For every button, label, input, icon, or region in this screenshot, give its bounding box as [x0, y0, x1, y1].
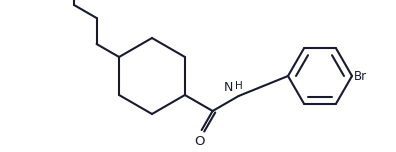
Text: O: O: [194, 135, 205, 148]
Text: N: N: [224, 81, 234, 94]
Text: H: H: [235, 81, 242, 91]
Text: Br: Br: [354, 69, 367, 83]
